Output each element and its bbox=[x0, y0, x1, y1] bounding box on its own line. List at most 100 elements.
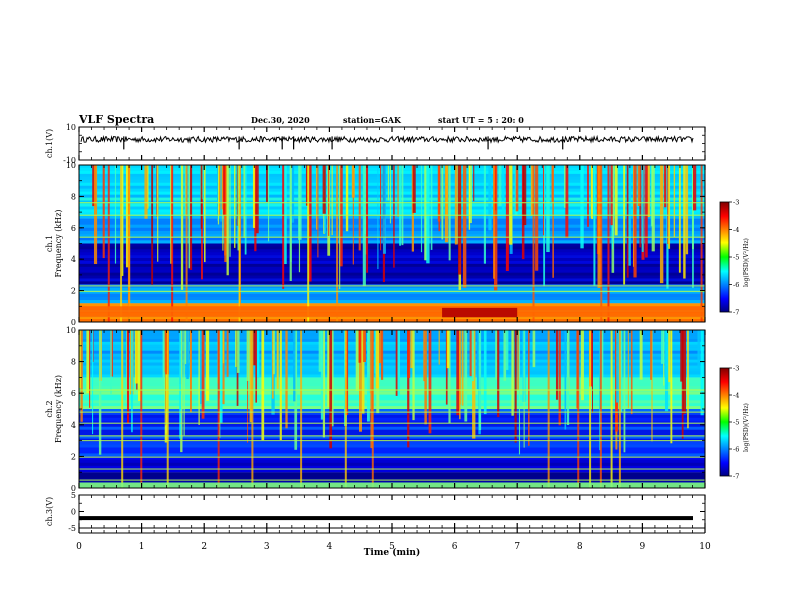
spectrogram-streak bbox=[448, 330, 451, 424]
spectrogram-texture bbox=[79, 429, 705, 433]
spectrogram-streak bbox=[459, 330, 461, 405]
spectrogram-streak bbox=[318, 330, 323, 372]
spectrogram-streak bbox=[247, 330, 249, 443]
waveform-line bbox=[79, 516, 693, 521]
spectrogram-streak bbox=[336, 165, 339, 322]
colorbar-tick-label: -3 bbox=[733, 199, 739, 207]
spectrogram-streak bbox=[114, 165, 117, 264]
spectrogram-streak bbox=[205, 330, 210, 401]
spectrogram-texture bbox=[79, 475, 705, 479]
spectrogram-texture bbox=[79, 344, 705, 348]
spectrogram-streak bbox=[226, 330, 229, 377]
spectrogram-streak bbox=[144, 165, 148, 219]
spectrogram-streak bbox=[125, 165, 130, 268]
spectrogram-texture bbox=[79, 260, 705, 264]
spectrogram-texture bbox=[79, 200, 705, 204]
spectrogram-streak bbox=[92, 165, 96, 207]
spectrogram-streak bbox=[678, 165, 681, 273]
spectrogram-streak bbox=[693, 165, 697, 211]
spectrogram-streak bbox=[366, 165, 369, 273]
spectrogram-texture bbox=[79, 459, 705, 463]
spectrogram-streak bbox=[79, 330, 81, 389]
spectrogram-streak bbox=[438, 330, 440, 365]
spectrogram-streak bbox=[370, 330, 373, 449]
spectrogram-streak bbox=[547, 330, 550, 488]
spectrogram-streak bbox=[339, 165, 341, 289]
spectrogram-streak bbox=[358, 330, 361, 363]
spectrogram-streak bbox=[102, 165, 105, 259]
spectrogram-streak bbox=[518, 330, 521, 455]
spectrogram-streak bbox=[344, 330, 347, 488]
spectrogram-streak bbox=[198, 330, 200, 425]
spectrogram-texture bbox=[79, 179, 705, 183]
y-tick-label: 8 bbox=[71, 358, 76, 367]
spectrogram-streak bbox=[420, 165, 423, 253]
spectrogram-streak bbox=[471, 330, 474, 382]
x-tick-label: 7 bbox=[514, 542, 520, 552]
spectrogram-streak bbox=[107, 165, 110, 322]
spectrogram-streak bbox=[331, 165, 333, 236]
spectrogram-streak bbox=[461, 330, 464, 406]
x-tick-label: 6 bbox=[452, 542, 458, 552]
spectrogram-streak bbox=[637, 165, 641, 207]
spectrogram-streak bbox=[700, 330, 704, 416]
spectrogram-streak bbox=[222, 330, 225, 405]
spectrogram-streak bbox=[448, 165, 451, 261]
spectrogram-texture bbox=[79, 170, 705, 174]
spectrogram-tone bbox=[79, 290, 705, 292]
waveform-background bbox=[79, 495, 705, 528]
spectrogram-streak bbox=[188, 165, 191, 269]
spectrogram-streak bbox=[423, 330, 425, 382]
y-tick-label: 10 bbox=[66, 161, 76, 170]
spectrogram-streak bbox=[327, 330, 331, 408]
spectrogram-streak bbox=[151, 165, 154, 285]
spectrogram-streak bbox=[252, 165, 256, 228]
spectrogram-streak bbox=[322, 165, 326, 214]
spectrogram-texture bbox=[79, 444, 705, 448]
spectrogram-texture bbox=[79, 462, 705, 466]
spectrogram-streak bbox=[316, 165, 318, 230]
spectrogram-texture bbox=[79, 394, 705, 398]
spectrogram-streak bbox=[503, 330, 507, 381]
spectrogram-texture bbox=[79, 450, 705, 454]
x-tick-label: 9 bbox=[640, 542, 646, 552]
spectrogram-texture bbox=[79, 287, 705, 291]
spectrogram-texture bbox=[79, 335, 705, 339]
spectrogram-streak bbox=[229, 165, 231, 257]
spectrogram-texture bbox=[79, 194, 705, 198]
spectrogram-streak bbox=[565, 165, 569, 239]
spectrogram-streak bbox=[179, 330, 182, 439]
spectrogram-streak bbox=[469, 330, 473, 377]
spectrogram-tone bbox=[79, 389, 705, 391]
spectrogram-streak bbox=[468, 165, 471, 230]
spectrogram-streak bbox=[468, 165, 472, 224]
spectrogram-streak bbox=[183, 330, 185, 436]
spectrogram-streak bbox=[623, 330, 626, 453]
spectrogram-streak bbox=[217, 165, 220, 225]
waveform-line bbox=[80, 134, 694, 144]
spectrogram-streak bbox=[244, 165, 247, 255]
spectrogram-streak bbox=[566, 330, 570, 426]
spectrogram-streak bbox=[580, 165, 584, 249]
spectrogram-streak bbox=[273, 330, 275, 375]
spectrogram-streak bbox=[522, 165, 527, 226]
spectrogram-streak bbox=[285, 330, 288, 429]
y-axis-label: ch.1(V) bbox=[45, 129, 54, 158]
spectrogram-streak bbox=[505, 165, 509, 271]
spectrogram-texture bbox=[79, 296, 705, 301]
spectrogram-streak bbox=[430, 165, 433, 250]
spectrogram-texture bbox=[79, 406, 705, 409]
y-tick-label: 0 bbox=[71, 484, 76, 493]
spectrogram-streak bbox=[437, 165, 441, 222]
spectrogram-texture bbox=[79, 350, 705, 354]
spectrogram-streak bbox=[358, 330, 362, 432]
spectrogram-streak bbox=[511, 330, 514, 416]
spectrogram-streak bbox=[371, 330, 374, 488]
spectrogram-streak bbox=[587, 165, 589, 227]
spectrogram-streak bbox=[618, 330, 621, 488]
y-tick-label: 0 bbox=[71, 508, 76, 517]
y-tick-label: 2 bbox=[71, 287, 76, 296]
spectrogram-streak bbox=[200, 165, 203, 229]
spectrogram-streak bbox=[589, 330, 592, 488]
spectrogram-streak bbox=[383, 165, 386, 254]
